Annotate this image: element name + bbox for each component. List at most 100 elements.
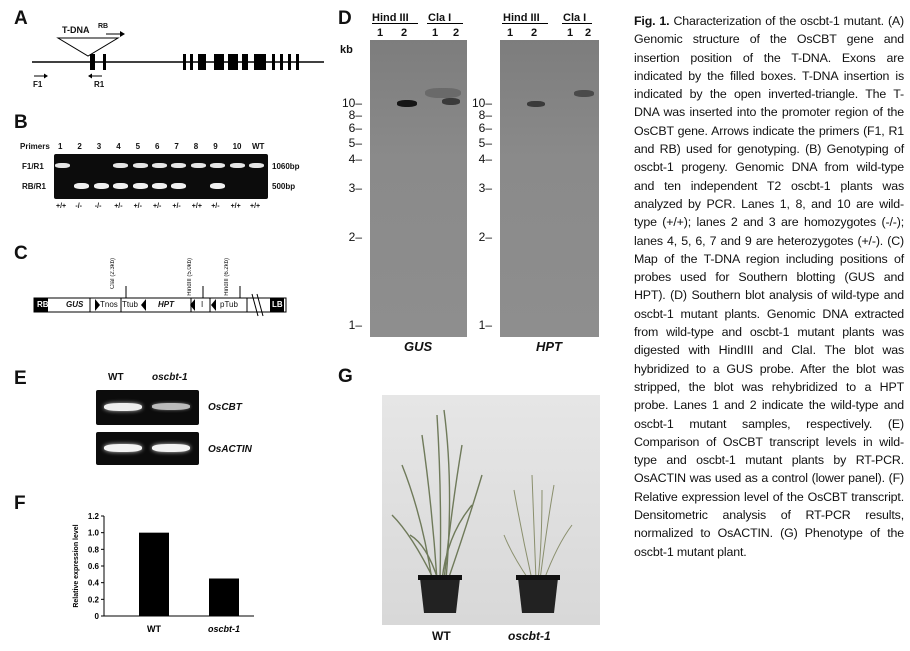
rbr1-band	[132, 183, 148, 189]
genotype-label: -/-	[75, 203, 82, 210]
rbr1-band	[74, 183, 90, 189]
x-category-label: WT	[147, 624, 161, 634]
y-tick-label: 0.8	[88, 545, 100, 554]
kb-marker: 4–	[478, 152, 492, 166]
y-axis-label: Relative expression level	[73, 524, 80, 607]
lane-number: 6	[155, 142, 160, 151]
genotype-row: +/+ -/- -/- +/- +/- +/- +/- +/+ +/- +/+ +/+	[55, 203, 270, 213]
caption-fig-number: Fig. 1.	[634, 14, 670, 28]
kb-marker: 8–	[478, 108, 492, 122]
kb-marker: 8–	[348, 108, 362, 122]
rbr1-band	[93, 183, 109, 189]
lane-number-row: 1 2 3 4 5 6 7 8 9 10 WT	[55, 142, 270, 154]
f1r1-band	[152, 163, 167, 168]
map-tnos: Tnos	[100, 300, 118, 309]
tdna-map-diagram	[33, 286, 287, 317]
kb-marker: 5–	[348, 136, 362, 150]
gene-structure-diagram	[32, 31, 324, 79]
f1r1-band	[249, 163, 264, 168]
gus-lane2-cla: 2	[453, 27, 460, 39]
f1r1-band	[132, 163, 148, 168]
lane-number: 8	[193, 142, 199, 151]
genotype-label: +/-	[172, 203, 181, 210]
gus-probe-label: GUS	[404, 339, 433, 354]
e-gene-osactin: OsACTIN	[208, 444, 252, 455]
gus-cla-header: Cla I	[428, 12, 452, 24]
genotype-label: +/+	[56, 203, 67, 210]
y-tick-label: 0.4	[88, 579, 100, 588]
tdna-label: T-DNA	[62, 25, 90, 35]
map-i: I	[201, 300, 204, 309]
expression-bar-chart: 0 0.2 0.4 0.6 0.8 1.0 1.2 WT oscbt-1 Relative exp…	[73, 512, 254, 634]
r1-primer-label: R1	[94, 80, 105, 89]
rbr1-band	[171, 183, 187, 189]
rbr1-band	[152, 183, 167, 189]
gus-lane2-hind: 2	[401, 27, 408, 39]
kb-marker: 10–	[471, 96, 492, 110]
kb-marker: 5–	[478, 136, 492, 150]
genotype-label: +/+	[250, 203, 261, 210]
kb-marker: 6–	[348, 121, 362, 135]
kb-marker: 6–	[478, 121, 492, 135]
y-tick-label: 1.0	[88, 529, 100, 538]
genotype-label: +/-	[133, 203, 142, 210]
kb-marker: 3–	[478, 181, 492, 195]
kb-marker: 1–	[348, 318, 362, 332]
gus-hind-header: Hind III	[372, 12, 409, 24]
hpt-southern-blot	[500, 40, 599, 337]
gus-lane1-cla: 1	[432, 27, 439, 39]
rbr1-band	[113, 183, 129, 189]
genotype-label: +/-	[153, 203, 162, 210]
plant-photo	[382, 395, 600, 625]
hpt-probe-label: HPT	[536, 339, 562, 354]
e-mut-label: oscbt-1	[152, 372, 188, 383]
panel-label-c: C	[14, 243, 28, 264]
lane-number: WT	[252, 142, 265, 151]
f1r1-band	[210, 163, 226, 168]
figure-caption: Fig. 1. Characterization of the oscbt-1 …	[634, 12, 904, 561]
hpt-size-markers: 10– 8– 6– 5– 4– 3– 2– 1–	[470, 40, 500, 337]
lane-number: 2	[77, 142, 82, 151]
hpt-lane1-cla: 1	[567, 27, 574, 39]
e-wt-label: WT	[108, 372, 124, 383]
hpt-hind-header: Hind III	[503, 12, 540, 24]
kb-marker: 2–	[478, 230, 492, 244]
y-tick-label: 1.2	[88, 512, 100, 521]
site-hindiii-6kb: HindIII (6.2kb)	[224, 258, 230, 296]
y-tick-label: 0.2	[88, 595, 100, 604]
rb-primer-label: RB	[98, 23, 109, 30]
panel-label-e: E	[14, 368, 27, 389]
genotype-label: -/-	[94, 203, 102, 210]
map-ptub: pTub	[220, 300, 238, 309]
e-gene-oscbt: OsCBT	[208, 402, 242, 413]
x-category-label: oscbt-1	[208, 624, 240, 634]
kb-marker: 1–	[478, 318, 492, 332]
lane-number: 10	[232, 142, 242, 151]
y-tick-label: 0.6	[88, 562, 100, 571]
plant-illustration	[391, 409, 573, 613]
f1r1-band	[229, 163, 245, 168]
rbr1-band	[210, 183, 226, 189]
map-gus: GUS	[66, 300, 84, 309]
gus-lane1-hind: 1	[377, 27, 384, 39]
lane-number: 3	[96, 142, 102, 151]
f1r1-band	[55, 163, 70, 168]
f1r1-band	[190, 163, 206, 168]
genotype-label: +/+	[230, 203, 241, 210]
map-ttub: Ttub	[122, 300, 139, 309]
lane-number: 5	[135, 142, 141, 151]
hpt-lane1-hind: 1	[507, 27, 514, 39]
genotype-label: +/+	[191, 203, 202, 210]
map-lb: LB	[272, 300, 283, 309]
lane-number: 7	[174, 142, 179, 151]
kb-marker: 4–	[348, 152, 362, 166]
lane-number: 1	[58, 142, 63, 151]
primers-label: Primers	[20, 142, 50, 151]
f1-primer-label: F1	[33, 80, 43, 89]
genotype-label: +/-	[114, 203, 123, 210]
hpt-lane2-hind: 2	[531, 27, 538, 39]
row-f1r1-label: F1/R1	[22, 162, 44, 171]
lane-number: 4	[116, 142, 121, 151]
panel-label-d: D	[338, 8, 352, 29]
hpt-lane2-cla: 2	[585, 27, 592, 39]
